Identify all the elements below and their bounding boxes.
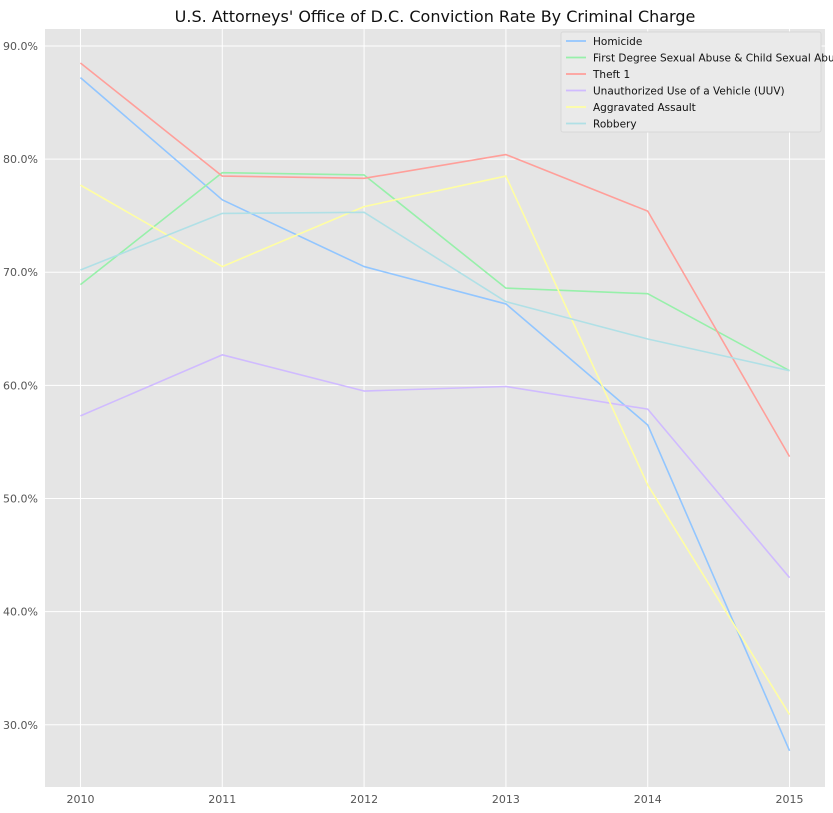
series-line [80,211,790,372]
y-tick-label: 60.0% [3,379,38,392]
y-axis-ticks: 30.0% 40.0% 50.0% 60.0% 70.0% 80.0% 90.0% [3,40,38,732]
x-tick-label: 2012 [350,793,378,806]
series-line [79,62,791,458]
legend-label: Robbery [593,119,637,131]
legend-label: Aggravated Assault [593,102,696,114]
x-tick-label: 2011 [208,793,236,806]
legend-box [560,31,822,133]
series-line [79,77,791,752]
legend: Homicide First Degree Sexual Abuse & Chil… [560,31,833,133]
x-axis-ticks: 2010 2011 2012 2013 2014 2015 [66,793,803,806]
series-lines [79,62,791,752]
y-tick-label: 40.0% [3,606,38,619]
x-tick-label: 2010 [66,793,94,806]
x-tick-label: 2014 [634,793,662,806]
plot-area [45,29,825,787]
y-tick-label: 80.0% [3,153,38,166]
y-tick-label: 90.0% [3,40,38,53]
series-line [80,354,791,579]
y-tick-label: 30.0% [3,719,38,732]
legend-label: Unauthorized Use of a Vehicle (UUV) [593,86,785,98]
legend-label: Theft 1 [592,69,630,81]
legend-label: First Degree Sexual Abuse & Child Sexual… [593,53,833,65]
x-tick-label: 2013 [492,793,520,806]
chart-title: U.S. Attorneys' Office of D.C. Convictio… [175,7,696,26]
series-line [80,175,791,716]
y-tick-label: 70.0% [3,266,38,279]
x-tick-label: 2015 [776,793,804,806]
series-line [79,171,790,372]
y-tick-label: 50.0% [3,493,38,506]
legend-label: Homicide [593,36,642,48]
